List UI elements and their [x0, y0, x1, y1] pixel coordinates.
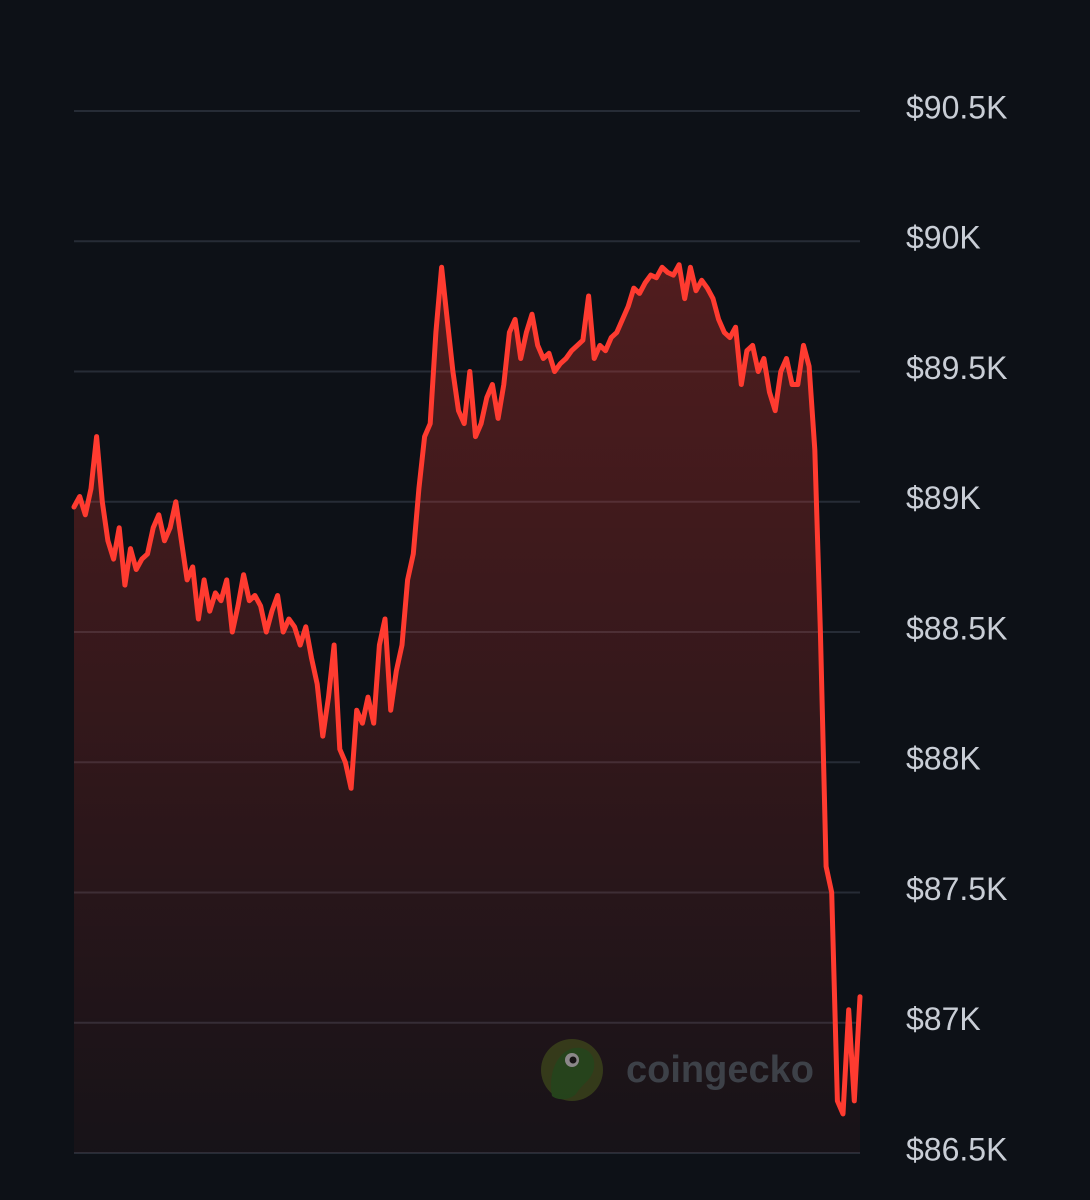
y-tick-label: $88K [906, 741, 981, 777]
y-tick-label: $87.5K [906, 871, 1007, 907]
y-tick-label: $88.5K [906, 610, 1007, 646]
coingecko-watermark: coingecko [541, 1039, 814, 1101]
gecko-logo-icon [541, 1039, 603, 1101]
watermark-text: coingecko [626, 1049, 814, 1091]
y-tick-label: $87K [906, 1001, 981, 1037]
y-tick-label: $89K [906, 480, 981, 516]
y-axis-ticks: $90.5K $90K $89.5K $89K $88.5K $88K $87.5K $87K… [906, 89, 1007, 1167]
y-tick-label: $89.5K [906, 350, 1007, 386]
y-tick-label: $86.5K [906, 1131, 1007, 1167]
y-tick-label: $90.5K [906, 89, 1007, 125]
price-line [71, 262, 863, 1117]
price-area-fill [74, 264, 860, 1153]
y-tick-label: $90K [906, 220, 981, 256]
